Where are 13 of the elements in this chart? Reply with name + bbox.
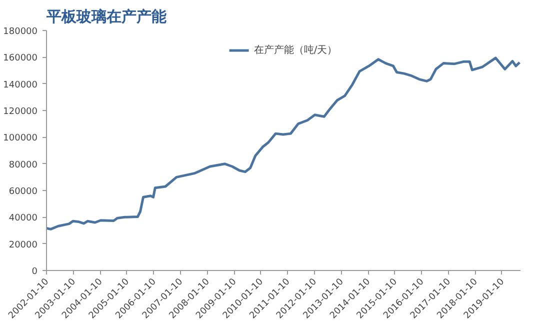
y-tick-label: 60000 <box>8 187 38 197</box>
chart-title: 平板玻璃在产产能 <box>46 8 168 26</box>
y-tick-label: 180000 <box>3 27 38 37</box>
y-tick-label: 160000 <box>3 54 38 64</box>
y-tick-label: 140000 <box>3 80 38 90</box>
legend-label: 在产产能（吨/天） <box>254 44 338 57</box>
y-tick-label: 120000 <box>3 107 38 117</box>
line-series <box>46 56 520 230</box>
y-tick-label: 0 <box>32 267 38 277</box>
y-tick-label: 40000 <box>8 214 38 224</box>
y-tick-label: 100000 <box>3 134 38 144</box>
y-tick-label: 20000 <box>8 240 38 250</box>
y-tick-label: 80000 <box>8 160 38 170</box>
